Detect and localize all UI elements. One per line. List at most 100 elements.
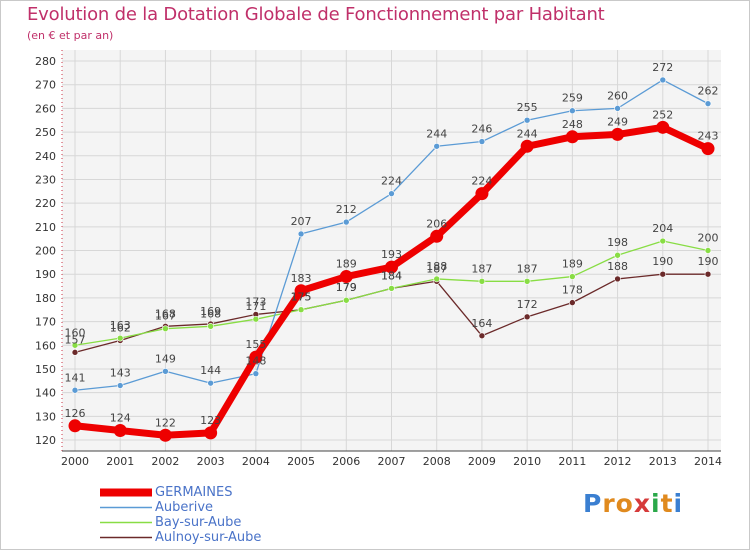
data-point-bay-sur-aube (207, 322, 214, 330)
y-tick-label: 160 (35, 339, 56, 352)
x-tick-label: 2012 (604, 455, 632, 468)
data-label-germaines: 155 (245, 338, 266, 351)
logo-letter: r (602, 489, 616, 518)
data-label-auberive: 244 (426, 127, 447, 140)
legend-label-germaines: GERMAINES (155, 485, 233, 500)
data-point-germaines (656, 120, 670, 134)
data-label-auberive: 144 (200, 364, 221, 377)
x-tick-label: 2005 (287, 455, 315, 468)
data-label-bay-sur-aube: 167 (155, 310, 176, 323)
x-tick-label: 2002 (151, 455, 179, 468)
data-point-bay-sur-aube (388, 285, 395, 292)
data-label-auberive: 212 (336, 203, 357, 216)
data-label-bay-sur-aube: 160 (65, 326, 86, 339)
y-tick-label: 220 (35, 197, 56, 210)
data-label-bay-sur-aube: 187 (471, 262, 492, 275)
data-label-bay-sur-aube: 163 (110, 319, 131, 332)
data-label-aulnoy-sur-aube: 162 (110, 322, 131, 335)
data-label-germaines: 123 (200, 414, 221, 427)
data-label-bay-sur-aube: 189 (562, 258, 583, 271)
data-point-auberive (388, 190, 395, 197)
data-point-auberive (71, 386, 79, 394)
data-label-bay-sur-aube: 200 (698, 232, 719, 245)
data-label-aulnoy-sur-aube: 187 (426, 262, 447, 275)
data-label-bay-sur-aube: 171 (245, 300, 266, 313)
y-tick-label: 270 (35, 79, 56, 92)
data-label-aulnoy-sur-aube: 157 (65, 333, 86, 346)
data-label-auberive: 262 (698, 85, 719, 98)
logo-letter: P (583, 489, 603, 518)
data-label-bay-sur-aube: 175 (291, 291, 312, 304)
data-point-germaines (430, 229, 444, 243)
data-point-bay-sur-aube (614, 251, 621, 259)
chart-subtitle: (en € et par an) (27, 29, 114, 42)
data-point-germaines (204, 426, 218, 440)
data-label-bay-sur-aube: 187 (517, 262, 538, 275)
data-point-germaines (68, 419, 82, 433)
data-point-aulnoy-sur-aube (614, 275, 621, 283)
y-tick-label: 240 (35, 150, 56, 163)
data-point-auberive (252, 370, 260, 377)
data-label-germaines: 249 (607, 115, 628, 128)
data-label-germaines: 224 (471, 175, 492, 188)
data-label-aulnoy-sur-aube: 168 (155, 307, 176, 320)
x-tick-label: 2000 (61, 455, 89, 468)
data-label-aulnoy-sur-aube: 172 (517, 298, 538, 311)
legend-label-bay-sur-aube: Bay-sur-Aube (155, 515, 242, 530)
data-point-germaines (520, 139, 534, 153)
chart-title: Evolution de la Dotation Globale de Fonc… (27, 4, 605, 25)
y-tick-label: 260 (35, 102, 56, 115)
legend-label-aulnoy-sur-aube: Aulnoy-sur-Aube (155, 530, 262, 545)
x-tick-label: 2007 (378, 455, 406, 468)
data-label-germaines: 124 (110, 412, 131, 425)
data-point-auberive (297, 230, 305, 238)
x-tick-label: 2006 (332, 455, 360, 468)
logo-letter: o (615, 489, 634, 518)
data-label-aulnoy-sur-aube: 190 (698, 255, 719, 268)
data-label-germaines: 243 (698, 130, 719, 143)
data-point-germaines (294, 284, 308, 298)
data-point-auberive (478, 138, 486, 145)
data-point-germaines (339, 270, 353, 284)
data-point-bay-sur-aube (478, 277, 486, 285)
data-label-auberive: 148 (245, 355, 266, 368)
data-point-germaines (158, 428, 172, 442)
logo-letter: t (660, 489, 674, 518)
x-tick-label: 2001 (106, 455, 134, 468)
data-label-bay-sur-aube: 168 (200, 307, 221, 320)
data-point-auberive (614, 105, 621, 112)
data-point-germaines (565, 130, 579, 144)
data-point-germaines (701, 142, 715, 156)
x-tick-label: 2011 (558, 455, 586, 468)
x-tick-label: 2013 (649, 455, 677, 468)
y-tick-label: 190 (35, 268, 56, 281)
data-label-germaines: 122 (155, 416, 176, 429)
y-tick-label: 120 (35, 434, 56, 447)
data-point-bay-sur-aube (342, 296, 350, 304)
logo-letter: x (633, 489, 651, 518)
data-label-germaines: 193 (381, 248, 402, 261)
y-tick-label: 230 (35, 173, 56, 186)
y-tick-label: 140 (35, 387, 56, 400)
data-point-bay-sur-aube (71, 341, 79, 349)
proxiti-logo: Proxiti (583, 489, 683, 518)
y-tick-label: 130 (35, 410, 56, 423)
data-point-germaines (113, 424, 127, 438)
data-point-bay-sur-aube (252, 315, 260, 323)
y-tick-label: 180 (35, 292, 56, 305)
data-label-bay-sur-aube: 204 (652, 222, 673, 235)
data-label-germaines: 252 (652, 108, 673, 121)
data-point-bay-sur-aube (704, 247, 712, 254)
data-label-auberive: 260 (607, 89, 628, 102)
y-tick-label: 280 (35, 55, 56, 68)
data-label-aulnoy-sur-aube: 164 (471, 317, 492, 330)
data-label-aulnoy-sur-aube: 173 (245, 295, 266, 308)
data-label-aulnoy-sur-aube: 178 (562, 284, 583, 297)
data-point-auberive (162, 368, 169, 375)
data-point-bay-sur-aube (569, 273, 576, 280)
data-label-germaines: 248 (562, 118, 583, 131)
data-label-auberive: 149 (155, 352, 176, 365)
data-point-aulnoy-sur-aube (704, 270, 712, 278)
data-point-aulnoy-sur-aube (478, 332, 486, 340)
